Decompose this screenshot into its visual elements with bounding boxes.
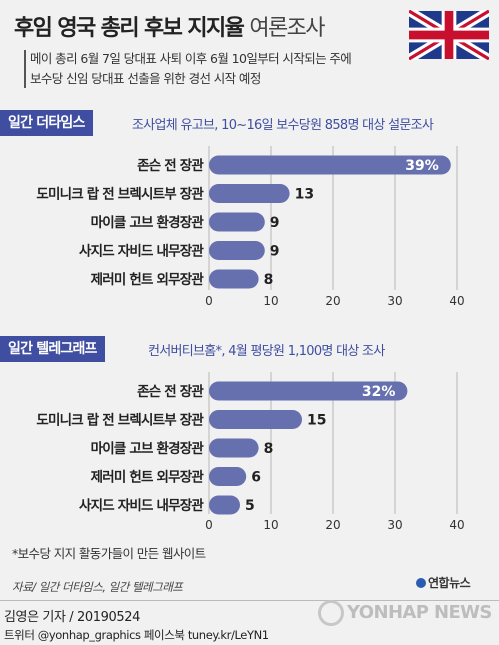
social-line: 트위터 @yonhap_graphics 페이스북 tuney.kr/LeYN1	[4, 628, 269, 642]
tick-label-3: 30	[387, 518, 402, 532]
chart-telegraph: 존슨 전 장관 32% 도미니크 랍 전 브렉시트부 장관 15 마이클 고브 환경장관…	[36, 372, 465, 532]
yonhap-logo: 연합뉴스	[416, 574, 471, 591]
category-label-3: 제러미 헌트 외무장관	[91, 469, 205, 486]
value-label-0: 32%	[362, 384, 396, 400]
section-label-times: 일간 더타임스	[0, 110, 93, 136]
bar-4	[209, 495, 240, 515]
chart-times: 존슨 전 장관 39% 도미니크 랍 전 브렉시트부 장관 13 마이클 고브 환경장관…	[36, 146, 465, 308]
watermark: YONHAP NEWS	[318, 600, 492, 628]
bar-1	[209, 410, 302, 429]
tick-label-2: 20	[325, 518, 340, 532]
category-label-4: 제러미 헌트 외무장관	[91, 271, 205, 288]
category-label-0: 존슨 전 장관	[137, 157, 204, 174]
tick-label-1: 10	[263, 518, 278, 532]
value-label-0: 39%	[405, 158, 439, 174]
bar-3	[209, 241, 265, 260]
footnote: *보수당 지지 활동가들이 만든 웹사이트	[12, 546, 206, 561]
credit-line: 김영은 기자 / 20190524	[4, 610, 140, 625]
tick-label-3: 30	[387, 294, 402, 308]
bar-3	[209, 467, 247, 486]
value-label-2: 9	[270, 215, 280, 231]
section-note-telegraph: 컨서버티브홈*, 4월 평당원 1,100명 대상 조사	[148, 344, 385, 359]
title-main: 후임 영국 총리 후보 지지율	[14, 16, 245, 41]
lead-rule	[24, 50, 26, 88]
section-label-telegraph: 일간 텔레그래프	[0, 336, 105, 362]
page-title: 후임 영국 총리 후보 지지율 여론조사	[14, 10, 325, 42]
bar-2	[209, 438, 259, 458]
watermark-text: YONHAP NEWS	[347, 602, 492, 623]
value-label-4: 8	[264, 272, 274, 288]
lead-text: 메이 총리 6월 7일 당대표 사퇴 이후 6월 10일부터 시작되는 주에 보…	[30, 49, 400, 89]
lead-line-1: 메이 총리 6월 7일 당대표 사퇴 이후 6월 10일부터 시작되는 주에	[30, 51, 352, 66]
yonhap-logo-icon	[416, 578, 426, 588]
bar-0	[209, 381, 408, 401]
bar-0	[209, 155, 451, 175]
tick-label-4: 40	[449, 294, 464, 308]
value-label-4: 5	[245, 498, 255, 514]
bar-2	[209, 212, 265, 232]
title-sub: 여론조사	[249, 16, 325, 41]
category-label-2: 마이클 고브 환경장관	[91, 214, 205, 231]
value-label-1: 13	[295, 187, 314, 203]
lead-line-2: 보수당 신임 당대표 선출을 위한 경선 시작 예정	[30, 71, 261, 86]
tick-label-0: 0	[205, 518, 213, 532]
value-label-3: 6	[251, 470, 261, 486]
tick-label-0: 0	[205, 294, 213, 308]
category-label-1: 도미니크 랍 전 브렉시트부 장관	[36, 412, 204, 429]
bar-4	[209, 269, 259, 289]
tick-label-4: 40	[449, 518, 464, 532]
value-label-1: 15	[307, 413, 326, 429]
footer-divider	[0, 600, 499, 601]
yonhap-logo-text: 연합뉴스	[428, 576, 471, 590]
section-note-times: 조사업체 유고브, 10~16일 보수당원 858명 대상 설문조사	[132, 118, 434, 133]
source-text: 자료/ 일간 더타임스, 일간 텔레그래프	[12, 580, 183, 594]
bar-1	[209, 184, 290, 203]
category-label-0: 존슨 전 장관	[137, 383, 204, 400]
watermark-icon	[318, 600, 344, 626]
value-label-3: 9	[270, 244, 280, 260]
tick-label-2: 20	[325, 294, 340, 308]
category-label-3: 사지드 자비드 내무장관	[79, 243, 204, 260]
category-label-4: 사지드 자비드 내무장관	[79, 497, 204, 514]
uk-flag-icon	[409, 10, 489, 60]
category-label-1: 도미니크 랍 전 브렉시트부 장관	[36, 186, 204, 203]
tick-label-1: 10	[263, 294, 278, 308]
value-label-2: 8	[264, 441, 274, 457]
category-label-2: 마이클 고브 환경장관	[91, 440, 205, 457]
